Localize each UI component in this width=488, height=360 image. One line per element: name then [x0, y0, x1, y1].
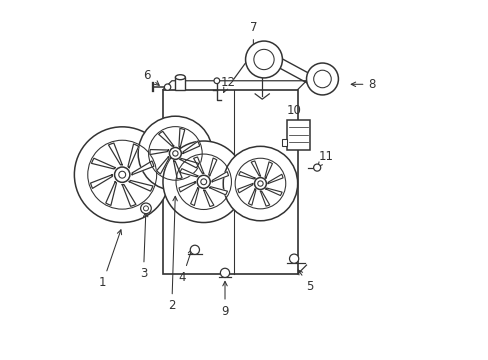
Circle shape	[119, 171, 125, 178]
Circle shape	[214, 78, 219, 84]
Text: 8: 8	[350, 78, 375, 91]
Polygon shape	[108, 143, 122, 165]
Circle shape	[143, 206, 148, 211]
Text: 2: 2	[168, 196, 177, 312]
Circle shape	[172, 151, 178, 156]
Circle shape	[257, 181, 263, 186]
Text: 4: 4	[178, 249, 192, 284]
Text: 3: 3	[140, 212, 147, 280]
Circle shape	[114, 167, 130, 182]
Circle shape	[197, 175, 210, 188]
Polygon shape	[251, 161, 260, 176]
Circle shape	[254, 177, 266, 189]
Polygon shape	[180, 168, 197, 177]
Ellipse shape	[175, 75, 185, 80]
Text: 5: 5	[298, 270, 313, 293]
Polygon shape	[90, 175, 112, 188]
Text: 6: 6	[143, 69, 159, 85]
Circle shape	[164, 84, 170, 90]
Text: 11: 11	[317, 150, 333, 167]
Circle shape	[306, 63, 338, 95]
Polygon shape	[183, 141, 199, 153]
Circle shape	[169, 148, 181, 159]
Text: 1: 1	[99, 230, 122, 289]
Polygon shape	[180, 158, 199, 168]
Text: 9: 9	[221, 282, 228, 318]
Circle shape	[245, 41, 282, 78]
Polygon shape	[132, 161, 154, 175]
Polygon shape	[248, 189, 255, 205]
Polygon shape	[105, 182, 116, 206]
Polygon shape	[260, 191, 269, 206]
Circle shape	[138, 116, 212, 191]
Polygon shape	[203, 190, 213, 207]
Polygon shape	[158, 131, 173, 147]
Circle shape	[163, 141, 244, 222]
Circle shape	[201, 179, 206, 185]
Polygon shape	[264, 162, 272, 178]
Polygon shape	[237, 184, 252, 193]
Polygon shape	[208, 158, 216, 176]
Bar	[175, 77, 185, 90]
Polygon shape	[91, 158, 115, 169]
Polygon shape	[212, 172, 228, 182]
Circle shape	[141, 203, 151, 214]
Bar	[286, 120, 309, 150]
Circle shape	[220, 268, 229, 278]
Polygon shape	[209, 187, 227, 195]
Polygon shape	[179, 182, 195, 192]
Polygon shape	[156, 157, 169, 174]
Polygon shape	[179, 129, 184, 147]
Polygon shape	[128, 144, 139, 168]
Polygon shape	[190, 188, 199, 206]
Polygon shape	[150, 149, 168, 154]
Text: 12: 12	[221, 76, 236, 92]
Bar	[163, 90, 297, 274]
Text: 10: 10	[286, 104, 301, 137]
Polygon shape	[238, 172, 254, 179]
Bar	[281, 139, 286, 146]
Polygon shape	[267, 174, 283, 184]
Polygon shape	[193, 157, 203, 174]
Circle shape	[223, 146, 297, 221]
Circle shape	[190, 245, 199, 255]
Circle shape	[74, 127, 170, 222]
Polygon shape	[173, 161, 182, 179]
Text: 7: 7	[249, 21, 257, 54]
Polygon shape	[265, 188, 282, 195]
Polygon shape	[129, 180, 153, 191]
Polygon shape	[122, 184, 136, 206]
Circle shape	[313, 164, 320, 171]
Circle shape	[289, 254, 298, 263]
